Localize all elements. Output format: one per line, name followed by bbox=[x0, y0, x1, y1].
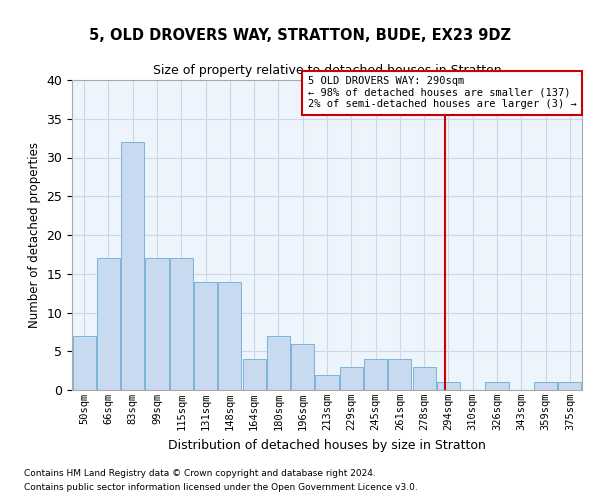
Bar bbox=[267, 336, 290, 390]
Y-axis label: Number of detached properties: Number of detached properties bbox=[28, 142, 41, 328]
Bar bbox=[388, 359, 412, 390]
Bar bbox=[534, 382, 557, 390]
Bar bbox=[364, 359, 387, 390]
Bar bbox=[291, 344, 314, 390]
Bar bbox=[340, 367, 363, 390]
Text: Contains public sector information licensed under the Open Government Licence v3: Contains public sector information licen… bbox=[24, 484, 418, 492]
Bar bbox=[145, 258, 169, 390]
Bar bbox=[242, 359, 266, 390]
Bar bbox=[559, 382, 581, 390]
Bar bbox=[121, 142, 144, 390]
Bar bbox=[194, 282, 217, 390]
Text: 5, OLD DROVERS WAY, STRATTON, BUDE, EX23 9DZ: 5, OLD DROVERS WAY, STRATTON, BUDE, EX23… bbox=[89, 28, 511, 42]
Bar bbox=[170, 258, 193, 390]
Bar bbox=[97, 258, 120, 390]
Bar bbox=[485, 382, 509, 390]
Bar bbox=[413, 367, 436, 390]
Text: 5 OLD DROVERS WAY: 290sqm
← 98% of detached houses are smaller (137)
2% of semi-: 5 OLD DROVERS WAY: 290sqm ← 98% of detac… bbox=[308, 76, 577, 110]
Text: Contains HM Land Registry data © Crown copyright and database right 2024.: Contains HM Land Registry data © Crown c… bbox=[24, 468, 376, 477]
Bar bbox=[73, 336, 95, 390]
Bar bbox=[218, 282, 241, 390]
Bar bbox=[437, 382, 460, 390]
X-axis label: Distribution of detached houses by size in Stratton: Distribution of detached houses by size … bbox=[168, 438, 486, 452]
Title: Size of property relative to detached houses in Stratton: Size of property relative to detached ho… bbox=[152, 64, 502, 78]
Bar bbox=[316, 374, 338, 390]
